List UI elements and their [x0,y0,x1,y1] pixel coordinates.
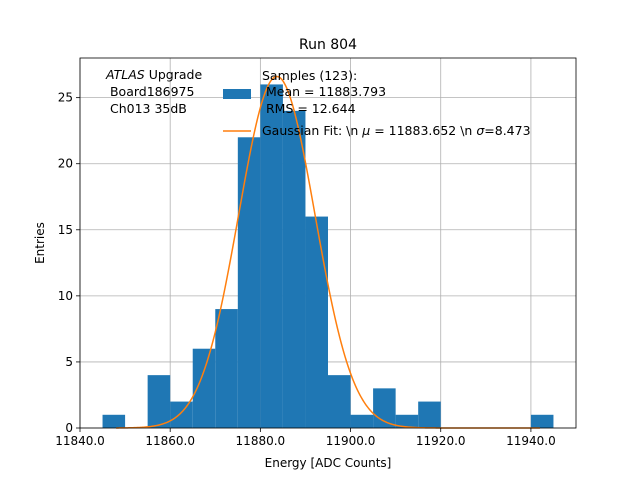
histogram-bar [350,414,374,428]
x-tick-label: 11860.0 [145,434,195,448]
y-tick-label: 15 [58,223,73,237]
legend-fit-prefix: Gaussian Fit: \n [262,123,362,138]
y-tick-label: 10 [58,289,73,303]
chart-title: Run 804 [299,37,357,53]
histogram-bar [530,414,554,428]
histogram-bar [215,309,238,428]
legend-rms: RMS = 12.644 [262,101,356,116]
atlas-italic: ATLAS [105,67,145,82]
histogram-bars [102,84,554,429]
legend-fit-label: Gaussian Fit: \n μ = 11883.652 \n σ=8.47… [262,123,531,138]
legend-mu-value: = 11883.652 \n [370,123,476,138]
legend-sigma-value: =8.473 [484,123,530,138]
legend-sigma-symbol: σ [476,123,485,138]
atlas-label: ATLAS Upgrade [105,67,202,82]
histogram-bar [102,414,126,428]
y-tick-label: 5 [65,355,73,369]
x-axis-label: Energy [ADC Counts] [265,456,392,470]
legend: Samples (123): Mean = 11883.793 RMS = 12… [223,68,531,138]
histogram-bar [328,375,351,428]
histogram-bar [192,348,216,428]
legend-mu-symbol: μ [361,123,370,138]
y-tick-label: 25 [58,91,73,105]
legend-histogram-swatch [223,89,251,99]
channel-label: Ch013 35dB [106,101,187,116]
legend-samples: Samples (123): [262,68,357,83]
x-tick-label: 11900.0 [326,434,376,448]
y-axis-ticks: 0 5 10 15 20 25 [58,91,80,435]
histogram-bar [237,137,261,429]
y-axis-label: Entries [33,222,47,264]
histogram-bar [260,84,283,428]
histogram-bar [147,375,171,428]
histogram-bar [395,414,419,428]
histogram-bar [170,401,193,428]
y-tick-label: 0 [65,421,73,435]
x-axis-ticks: 11840.0 11860.0 11880.0 11900.0 11920.0 11940… [55,428,556,448]
y-tick-label: 20 [58,157,73,171]
plot-frame [79,57,577,429]
x-tick-label: 11840.0 [55,434,105,448]
legend-mean: Mean = 11883.793 [262,84,386,99]
board-label: Board186975 [106,84,194,99]
x-tick-label: 11920.0 [416,434,466,448]
histogram-bar [305,216,328,428]
x-tick-label: 11880.0 [236,434,286,448]
x-tick-label: 11940.0 [506,434,556,448]
histogram-bar [418,401,441,428]
histogram-bar [282,110,306,428]
atlas-upgrade: Upgrade [145,67,203,82]
atlas-annotation: ATLAS Upgrade Board186975 Ch013 35dB [105,67,202,116]
